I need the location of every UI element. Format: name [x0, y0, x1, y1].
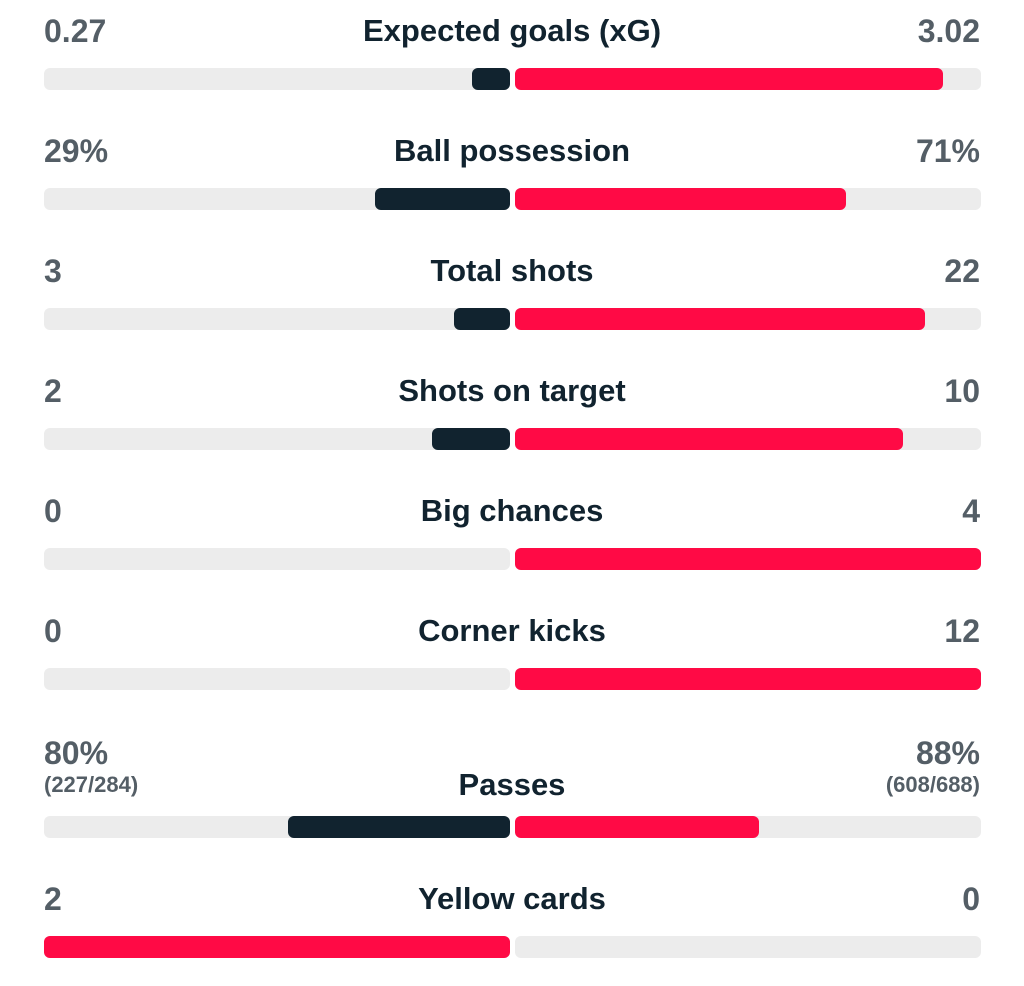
stat-bars — [44, 68, 981, 90]
right-bar-track — [515, 68, 981, 90]
stat-right-value: 10 — [944, 373, 980, 409]
stat-left-value: 3 — [44, 253, 62, 289]
stat-left-sub: (227/284) — [44, 772, 139, 798]
left-bar-fill — [454, 308, 510, 330]
stat-row-shots-on-target: 2 Shots on target 10 — [44, 360, 981, 450]
stat-left-main: 80% — [44, 735, 109, 771]
left-bar-track — [44, 548, 510, 570]
right-bar-track — [515, 548, 981, 570]
left-bar-track — [44, 308, 510, 330]
stat-label: Big chances — [420, 493, 604, 528]
right-bar-fill — [515, 188, 846, 210]
stat-right-value: 88% (608/688) — [885, 735, 980, 798]
right-bar-track — [515, 936, 981, 958]
stat-label: Passes — [458, 767, 566, 802]
stat-right-value: 12 — [944, 613, 980, 649]
right-bar-fill — [515, 548, 981, 570]
stat-right-main: 88% — [915, 735, 980, 771]
left-bar-fill — [471, 68, 510, 90]
stat-bars — [44, 816, 981, 838]
stat-left-value: 80% (227/284) — [44, 735, 139, 798]
stat-row-yellow-cards: 2 Yellow cards 0 — [44, 868, 981, 958]
right-bar-track — [515, 668, 981, 690]
left-bar-fill — [288, 816, 510, 838]
stat-left-value: 0 — [44, 613, 62, 649]
left-bar-track — [44, 68, 510, 90]
stat-left-value: 0 — [44, 493, 62, 529]
stat-left-value: 0.27 — [44, 13, 107, 49]
left-bar-track — [44, 936, 510, 958]
stat-row-expected-goals: 0.27 Expected goals (xG) 3.02 — [44, 0, 981, 90]
stat-label: Yellow cards — [418, 881, 606, 916]
right-bar-fill — [515, 68, 943, 90]
right-bar-track — [515, 188, 981, 210]
stat-row-ball-possession: 29% Ball possession 71% — [44, 120, 981, 210]
left-bar-track — [44, 816, 510, 838]
stat-bars — [44, 936, 981, 958]
stat-left-value: 2 — [44, 373, 62, 409]
stat-right-value: 0 — [962, 881, 980, 917]
stat-left-value: 2 — [44, 881, 62, 917]
stat-right-sub: (608/688) — [885, 772, 980, 798]
left-bar-track — [44, 188, 510, 210]
stat-right-value: 71% — [915, 133, 980, 169]
left-bar-track — [44, 428, 510, 450]
stat-label: Ball possession — [393, 133, 631, 168]
stat-right-value: 22 — [944, 253, 980, 289]
stat-label: Total shots — [430, 253, 594, 288]
right-bar-fill — [515, 308, 926, 330]
stat-row-total-shots: 3 Total shots 22 — [44, 240, 981, 330]
left-bar-track — [44, 668, 510, 690]
stat-label: Corner kicks — [418, 613, 606, 648]
left-bar-fill — [374, 188, 510, 210]
stat-label: Expected goals (xG) — [362, 13, 662, 48]
stat-bars — [44, 308, 981, 330]
right-bar-track — [515, 308, 981, 330]
right-bar-track — [515, 816, 981, 838]
stat-bars — [44, 548, 981, 570]
right-bar-fill — [515, 428, 904, 450]
right-bar-track — [515, 428, 981, 450]
stat-right-value: 3.02 — [917, 13, 980, 49]
stat-right-value: 4 — [962, 493, 980, 529]
left-bar-fill — [432, 428, 510, 450]
stat-left-value: 29% — [44, 133, 109, 169]
right-bar-fill — [515, 668, 981, 690]
stat-row-passes: 80% (227/284) Passes 88% (608/688) — [44, 722, 981, 838]
stat-bars — [44, 668, 981, 690]
stat-row-corner-kicks: 0 Corner kicks 12 — [44, 600, 981, 690]
stat-bars — [44, 428, 981, 450]
stat-row-big-chances: 0 Big chances 4 — [44, 480, 981, 570]
right-bar-fill — [515, 816, 760, 838]
stat-label: Shots on target — [398, 373, 626, 408]
stat-bars — [44, 188, 981, 210]
left-bar-fill — [44, 936, 510, 958]
